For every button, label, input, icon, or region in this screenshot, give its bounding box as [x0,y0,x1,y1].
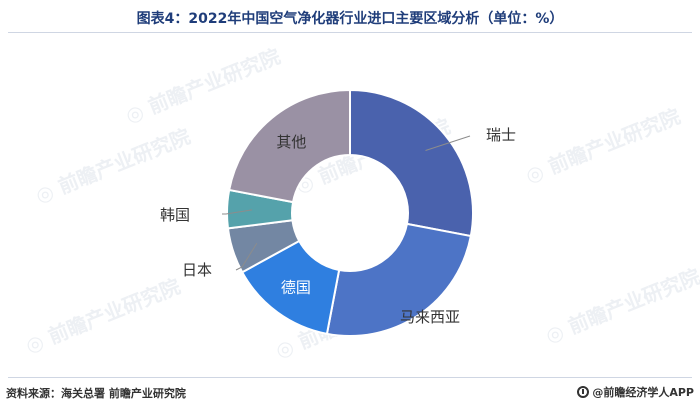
chart-title: 图表4：2022年中国空气净化器行业进口主要区域分析（单位：%） [136,11,564,27]
brand-text: @前瞻经济学人APP [592,386,694,399]
slice-label: 马来西亚 [400,308,460,326]
donut-slice-1 [325,222,472,337]
donut-slice-5 [228,88,351,204]
leader-lines-layer [222,135,471,271]
slice-label: 德国 [281,278,311,296]
brand-logo-icon [577,386,590,398]
title-divider [8,32,692,33]
leader-line [425,135,471,152]
slice-label: 日本 [182,261,212,279]
slice-label: 瑞士 [486,126,516,144]
leader-line [222,209,253,215]
source-note: 资料来源：海关总署 前瞻产业研究院 [6,387,186,400]
slices-layer [226,88,474,337]
slice-label: 其他 [276,133,306,151]
footer-divider [8,377,692,378]
leader-line [235,243,258,271]
donut-slice-0 [349,88,474,238]
brand-credit: @前瞻经济学人APP [577,384,694,400]
slice-label: 韩国 [160,206,190,224]
